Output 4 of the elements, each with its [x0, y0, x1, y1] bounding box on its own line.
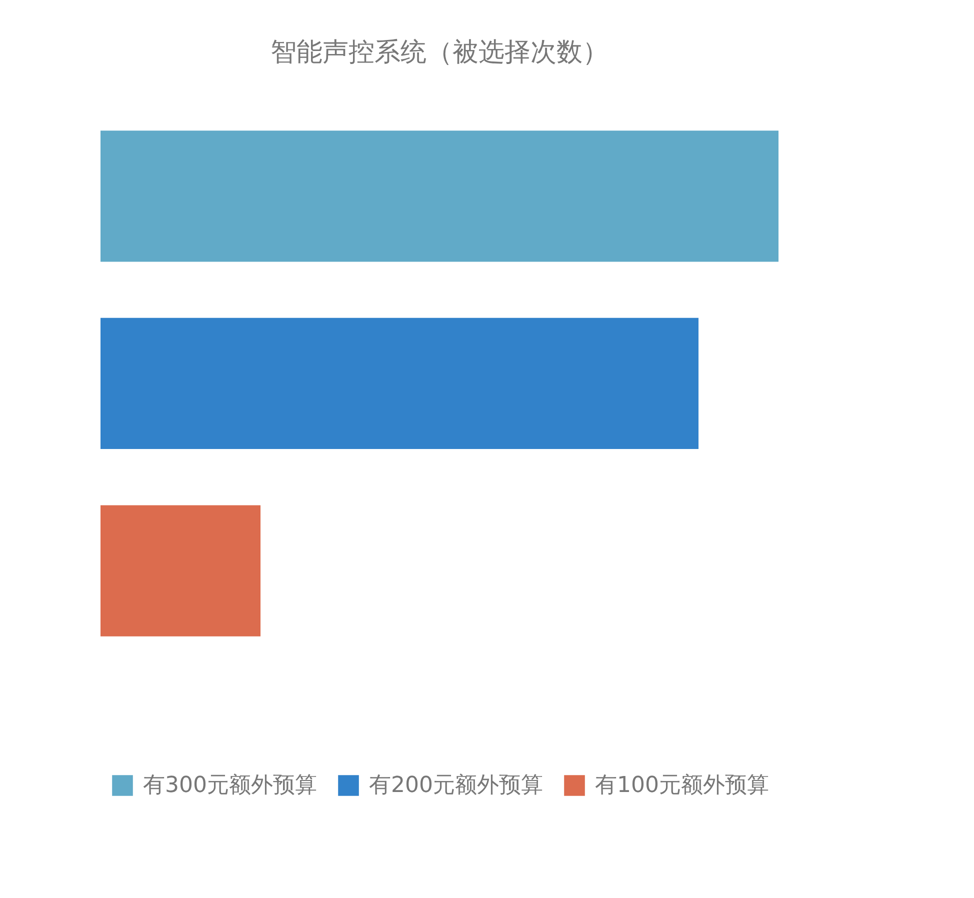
legend-label: 有300元额外预算: [143, 772, 317, 800]
legend-label: 有200元额外预算: [369, 772, 543, 800]
chart-title: 智能声控系统（被选择次数）: [270, 38, 608, 68]
legend-label: 有100元额外预算: [595, 772, 769, 800]
